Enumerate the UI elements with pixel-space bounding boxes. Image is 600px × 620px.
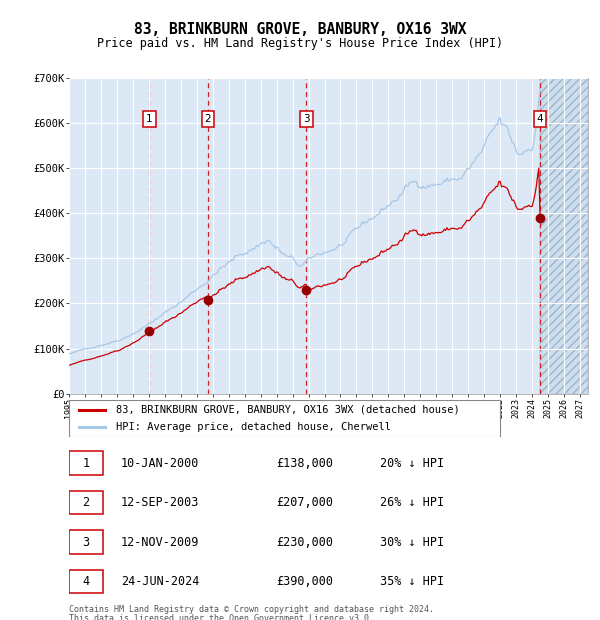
- Text: Contains HM Land Registry data © Crown copyright and database right 2024.: Contains HM Land Registry data © Crown c…: [69, 604, 434, 614]
- Text: 3: 3: [82, 536, 89, 549]
- Text: 83, BRINKBURN GROVE, BANBURY, OX16 3WX (detached house): 83, BRINKBURN GROVE, BANBURY, OX16 3WX (…: [116, 405, 460, 415]
- Text: 83, BRINKBURN GROVE, BANBURY, OX16 3WX: 83, BRINKBURN GROVE, BANBURY, OX16 3WX: [134, 22, 466, 37]
- Text: 20% ↓ HPI: 20% ↓ HPI: [380, 456, 445, 469]
- FancyBboxPatch shape: [69, 491, 103, 515]
- FancyBboxPatch shape: [69, 530, 103, 554]
- Bar: [540, 78, 588, 394]
- Text: 1: 1: [146, 113, 152, 123]
- Text: 2: 2: [82, 496, 89, 509]
- Text: 4: 4: [536, 113, 543, 123]
- Text: 4: 4: [82, 575, 89, 588]
- Text: £390,000: £390,000: [277, 575, 334, 588]
- Text: £207,000: £207,000: [277, 496, 334, 509]
- Text: HPI: Average price, detached house, Cherwell: HPI: Average price, detached house, Cher…: [116, 422, 391, 432]
- Bar: [540, 78, 588, 394]
- Text: 30% ↓ HPI: 30% ↓ HPI: [380, 536, 445, 549]
- Text: 26% ↓ HPI: 26% ↓ HPI: [380, 496, 445, 509]
- Text: 12-NOV-2009: 12-NOV-2009: [121, 536, 199, 549]
- Text: Price paid vs. HM Land Registry's House Price Index (HPI): Price paid vs. HM Land Registry's House …: [97, 37, 503, 50]
- Text: £138,000: £138,000: [277, 456, 334, 469]
- Text: 12-SEP-2003: 12-SEP-2003: [121, 496, 199, 509]
- Bar: [69, 400, 500, 437]
- Text: 2: 2: [205, 113, 211, 123]
- Text: This data is licensed under the Open Government Licence v3.0.: This data is licensed under the Open Gov…: [69, 614, 374, 620]
- FancyBboxPatch shape: [69, 451, 103, 475]
- Text: 1: 1: [82, 456, 89, 469]
- FancyBboxPatch shape: [69, 570, 103, 593]
- Text: 3: 3: [303, 113, 310, 123]
- Text: 24-JUN-2024: 24-JUN-2024: [121, 575, 199, 588]
- Text: £230,000: £230,000: [277, 536, 334, 549]
- Text: 10-JAN-2000: 10-JAN-2000: [121, 456, 199, 469]
- Text: 35% ↓ HPI: 35% ↓ HPI: [380, 575, 445, 588]
